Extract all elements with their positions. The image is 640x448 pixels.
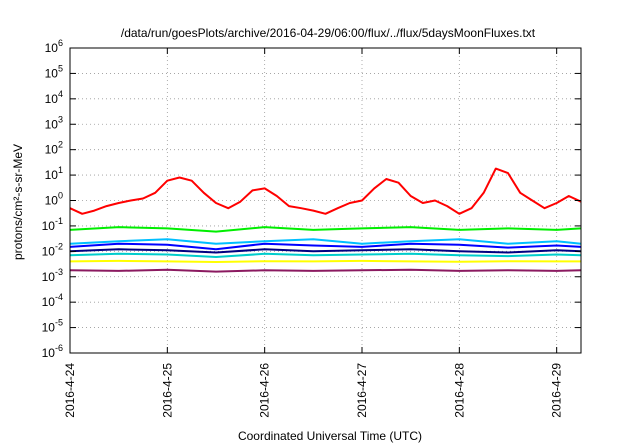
chart-title: /data/run/goesPlots/archive/2016-04-29/0…	[121, 26, 536, 40]
y-tick-label: 10-3	[42, 267, 63, 284]
y-tick-label: 104	[45, 89, 63, 106]
x-tick-label: 2016-4-25	[160, 363, 174, 418]
x-tick-label: 2016-4-24	[63, 363, 77, 418]
x-tick-label: 2016-4-29	[550, 363, 564, 418]
y-tick-label: 106	[45, 38, 63, 55]
y-tick-label: 101	[45, 165, 63, 182]
y-tick-label: 103	[45, 114, 63, 131]
y-tick-label: 100	[45, 191, 63, 208]
x-tick-label: 2016-4-26	[258, 363, 272, 418]
y-tick-label: 10-2	[42, 241, 63, 258]
series-line-4	[69, 248, 582, 254]
axis-ticks	[69, 47, 581, 354]
y-axis-label: protons/cm²-s-sr-MeV	[11, 144, 25, 260]
series-line-6	[69, 259, 581, 263]
series-line-7	[69, 268, 582, 273]
series-line-5	[69, 252, 582, 258]
series-line-1	[69, 226, 582, 233]
y-tick-label: 105	[45, 63, 63, 80]
x-tick-labels: 2016-4-24 2016-4-25 2016-4-26 2016-4-27 2016…	[63, 363, 564, 418]
y-tick-label: 10-6	[42, 343, 63, 360]
series-line-3	[69, 242, 582, 251]
grid-lines	[70, 48, 581, 353]
y-tick-label: 10-4	[42, 292, 63, 309]
y-tick-label: 102	[45, 140, 63, 157]
y-tick-label: 10-1	[42, 216, 63, 233]
x-tick-label: 2016-4-28	[452, 363, 466, 418]
series-line-2	[69, 238, 582, 245]
x-tick-label: 2016-4-27	[355, 363, 369, 418]
y-tick-label: 10-5	[42, 318, 63, 335]
series-group	[69, 167, 582, 273]
y-tick-labels: 10-6 10-5 10-4 10-3 10-2 10-1 100 101 102 103 104 1…	[42, 38, 63, 360]
series-line-0	[69, 167, 582, 215]
x-axis-label: Coordinated Universal Time (UTC)	[238, 429, 422, 443]
